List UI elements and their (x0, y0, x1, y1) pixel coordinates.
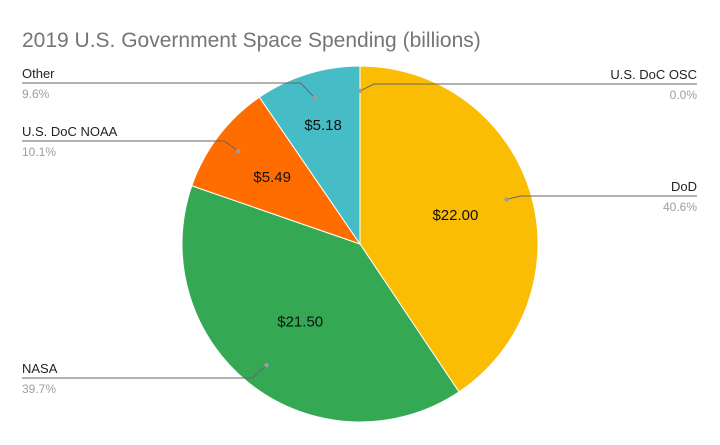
callout-label-u-s-doc-noaa: U.S. DoC NOAA (22, 124, 118, 139)
callout-percent-u-s-doc-osc: 0.0% (670, 88, 698, 102)
leader-dot-dod (504, 197, 509, 202)
callout-percent-u-s-doc-noaa: 10.1% (22, 145, 56, 159)
callout-percent-dod: 40.6% (663, 200, 697, 214)
leader-dot-other (312, 95, 317, 101)
slice-value-other: $5.18 (304, 117, 342, 134)
leader-line-dod (506, 195, 697, 200)
pie-slice-nasa (181, 185, 460, 423)
leader-line-u-s-doc-osc (359, 83, 697, 92)
slice-value-u-s-doc-noaa: $5.49 (253, 169, 291, 186)
leader-line-nasa (22, 364, 267, 379)
callout-percent-nasa: 39.7% (22, 382, 56, 396)
callout-percent-other: 9.6% (22, 87, 50, 101)
leader-line-u-s-doc-noaa (22, 140, 239, 152)
slice-value-dod: $22.00 (432, 207, 478, 224)
leader-dot-nasa (264, 363, 269, 368)
pie-slice-u-s-doc-noaa (191, 96, 362, 245)
slice-value-nasa: $21.50 (277, 314, 323, 331)
callout-label-nasa: NASA (22, 361, 58, 376)
leader-dot-u-s-doc-osc (357, 88, 363, 94)
callout-label-dod: DoD (671, 179, 697, 194)
callout-label-u-s-doc-osc: U.S. DoC OSC (610, 67, 697, 82)
leader-dot-u-s-doc-noaa (236, 149, 241, 154)
callout-label-other: Other (22, 66, 55, 81)
chart-title: 2019 U.S. Government Space Spending (bil… (22, 29, 481, 52)
pie-slice-other (258, 65, 361, 246)
leader-line-other (22, 82, 316, 99)
